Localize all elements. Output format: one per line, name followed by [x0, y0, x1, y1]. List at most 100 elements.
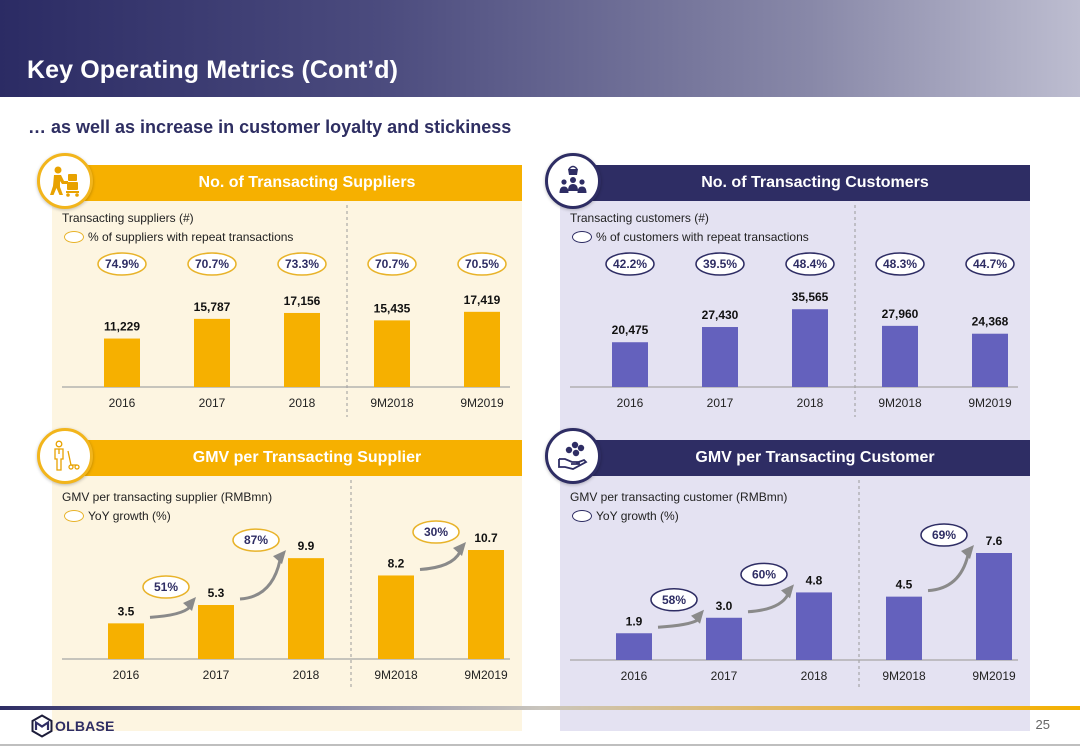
repeat-rate-oval [965, 252, 1015, 276]
category-label: 2017 [711, 669, 738, 683]
growth-arrowhead [273, 550, 286, 565]
yoy-growth-label: 87% [244, 533, 268, 547]
yoy-growth-label: 30% [424, 525, 448, 539]
growth-arrow [747, 593, 790, 614]
panel-title: No. of Transacting Suppliers [52, 165, 522, 201]
growth-arrow [149, 605, 192, 619]
legend-repeat: % of suppliers with repeat transactions [64, 230, 293, 244]
repeat-rate-oval [695, 252, 745, 276]
yoy-growth-oval [232, 528, 280, 552]
chart-customers: 20,475 2016 27,430 2017 35,565 2018 27,960 9M20… [570, 205, 1018, 417]
yoy-growth-oval [740, 562, 788, 587]
bar-9M2018 [886, 596, 922, 660]
value-label: 17,156 [284, 294, 321, 308]
metric-label: Transacting customers (#) [570, 211, 709, 225]
value-label: 3.5 [118, 604, 135, 618]
category-label: 9M2019 [460, 396, 504, 410]
value-label: 9.9 [298, 539, 315, 553]
value-label: 17,419 [464, 293, 501, 307]
bar-2018 [284, 312, 320, 387]
yoy-growth-oval [650, 588, 698, 612]
category-label: 2018 [293, 668, 320, 682]
yoy-growth-label: 69% [932, 528, 956, 542]
growth-arrow [927, 554, 970, 593]
panel-title: GMV per Transacting Customer [560, 440, 1030, 476]
category-label: 9M2019 [972, 669, 1016, 683]
molbase-hexagon-icon [31, 714, 53, 738]
bar-2016 [616, 633, 652, 660]
slide-header: Key Operating Metrics (Cont’d) [0, 0, 1080, 97]
category-label: 2018 [289, 396, 316, 410]
repeat-rate-oval [367, 252, 417, 276]
metric-label: Transacting suppliers (#) [62, 211, 194, 225]
yoy-growth-label: 58% [662, 593, 686, 607]
value-label: 20,475 [612, 323, 649, 337]
footer-divider [0, 706, 1080, 710]
category-label: 9M2019 [968, 396, 1012, 410]
footer-bottom-rule [0, 744, 1080, 746]
value-label: 27,960 [882, 307, 919, 321]
repeat-rate-oval [187, 252, 237, 276]
bar-9M2018 [882, 325, 918, 387]
repeat-rate-oval [457, 252, 507, 276]
repeat-rate-label: 42.2% [613, 257, 647, 271]
legend-label: YoY growth (%) [88, 509, 171, 523]
repeat-rate-label: 73.3% [285, 257, 319, 271]
category-label: 2016 [617, 396, 644, 410]
repeat-rate-label: 48.3% [883, 257, 917, 271]
hand-coins-icon [545, 428, 601, 484]
legend-oval-icon [64, 231, 84, 243]
value-label: 27,430 [702, 308, 739, 322]
value-label: 5.3 [208, 586, 225, 600]
bar-9M2019 [464, 311, 500, 387]
page-number: 25 [1035, 717, 1050, 732]
panel-title: GMV per Transacting Supplier [52, 440, 522, 476]
bar-9M2019 [976, 553, 1012, 660]
supplier-trolley-icon [37, 153, 93, 209]
bar-2018 [796, 592, 832, 660]
value-label: 15,787 [194, 300, 231, 314]
growth-arrowhead [453, 542, 466, 556]
category-label: 2016 [113, 668, 140, 682]
customers-basket-icon [545, 153, 601, 209]
repeat-rate-label: 48.4% [793, 257, 827, 271]
category-label: 9M2018 [878, 396, 922, 410]
repeat-rate-label: 74.9% [105, 257, 139, 271]
bar-2017 [706, 617, 742, 660]
category-label: 9M2019 [464, 668, 508, 682]
repeat-rate-label: 70.7% [195, 257, 229, 271]
slide-subtitle: … as well as increase in customer loyalt… [28, 117, 512, 137]
value-label: 11,229 [104, 320, 140, 334]
metric-label: GMV per transacting customer (RMBmn) [570, 490, 788, 504]
value-label: 3.0 [716, 599, 733, 613]
value-label: 15,435 [374, 301, 411, 315]
legend-repeat: % of customers with repeat transactions [572, 230, 809, 244]
growth-arrow [657, 618, 699, 629]
legend-label: YoY growth (%) [596, 509, 679, 523]
repeat-rate-label: 70.5% [465, 257, 499, 271]
legend-oval-icon [64, 510, 84, 522]
growth-arrowhead [691, 609, 704, 624]
value-label: 8.2 [388, 556, 405, 570]
repeat-rate-label: 39.5% [703, 257, 737, 271]
chart-suppliers: 11,229 2016 15,787 2017 17,156 2018 15,435 9M20… [62, 205, 510, 417]
category-label: 2016 [621, 669, 648, 683]
worker-cart-icon [37, 428, 93, 484]
yoy-growth-oval [412, 520, 460, 544]
bar-2016 [108, 623, 144, 659]
bar-2017 [194, 318, 230, 387]
category-label: 2016 [109, 396, 136, 410]
legend-yoy: YoY growth (%) [572, 509, 679, 523]
bar-2018 [288, 558, 324, 659]
value-label: 10.7 [474, 531, 498, 545]
repeat-rate-oval [97, 252, 147, 276]
value-label: 4.5 [896, 578, 913, 592]
yoy-growth-oval [142, 575, 190, 599]
bar-2017 [198, 605, 234, 659]
bar-9M2018 [378, 575, 414, 659]
bar-9M2018 [374, 320, 410, 387]
bar-2016 [104, 338, 140, 387]
repeat-rate-oval [875, 252, 925, 276]
value-label: 7.6 [986, 534, 1003, 548]
value-label: 24,368 [972, 315, 1009, 329]
